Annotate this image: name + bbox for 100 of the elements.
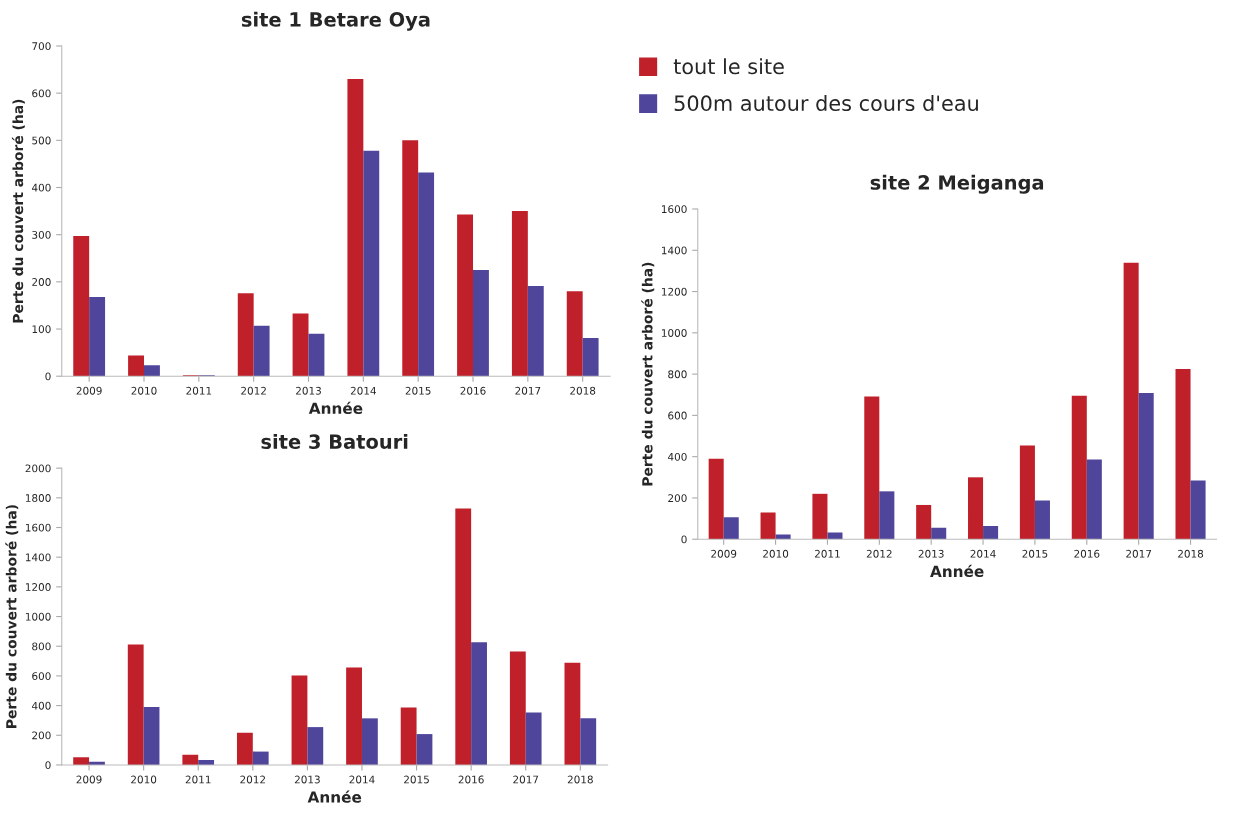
y-tick-label: 1600 <box>25 523 51 532</box>
y-tick-label: 200 <box>32 278 51 286</box>
x-tick-label: 2009 <box>76 386 102 395</box>
x-tick-label: 2017 <box>515 386 541 395</box>
bar <box>1019 445 1035 540</box>
bar <box>308 333 325 377</box>
bar <box>418 172 435 377</box>
x-tick-label: 2014 <box>350 386 377 395</box>
bar <box>566 291 583 377</box>
bar <box>1190 480 1206 540</box>
x-axis-title: Année <box>308 401 363 415</box>
y-tick-label: 1400 <box>661 246 687 255</box>
y-tick-label: 2000 <box>25 464 51 473</box>
bar <box>128 355 144 377</box>
bar <box>347 79 364 377</box>
y-tick-label: 700 <box>32 42 51 51</box>
y-tick-label: 1200 <box>661 287 687 296</box>
y-tick-label: 0 <box>45 761 51 770</box>
legend-label: 500m autour des cours d'eau <box>674 94 978 112</box>
x-tick-label: 2010 <box>131 775 157 784</box>
x-tick-label: 2015 <box>404 775 429 784</box>
bar <box>827 532 843 540</box>
x-tick-label: 2013 <box>296 386 321 395</box>
x-tick-label: 2018 <box>570 386 596 395</box>
bar <box>1138 392 1154 540</box>
bar <box>292 313 309 377</box>
bar <box>723 517 739 540</box>
bar <box>1034 500 1050 540</box>
bar <box>455 508 472 765</box>
bar <box>471 642 487 765</box>
y-tick-label: 1400 <box>25 553 51 562</box>
bar <box>879 491 895 540</box>
y-axis-title: Perte du couvert arboré (ha) <box>5 505 19 728</box>
x-tick-label: 2018 <box>567 775 593 784</box>
bar <box>457 214 473 377</box>
bar <box>400 707 417 765</box>
bar <box>509 651 526 765</box>
bar <box>363 150 380 377</box>
x-tick-label: 2010 <box>131 386 157 395</box>
x-tick-label: 2016 <box>460 386 486 395</box>
y-tick-label: 1200 <box>25 583 51 591</box>
y-tick-label: 400 <box>31 701 51 710</box>
bar <box>983 526 999 540</box>
bar <box>402 140 419 377</box>
bar <box>346 667 362 765</box>
bar <box>291 675 308 765</box>
bar <box>1071 395 1087 540</box>
bar <box>252 751 269 765</box>
y-tick-label: 400 <box>31 183 51 192</box>
x-tick-label: 2010 <box>763 549 789 558</box>
y-tick-label: 800 <box>32 642 51 651</box>
bar <box>812 493 828 540</box>
y-tick-label: 600 <box>668 411 687 420</box>
x-tick-label: 2016 <box>1074 549 1100 558</box>
bar <box>237 293 254 377</box>
bar <box>361 718 378 765</box>
bar <box>144 365 160 377</box>
y-tick-label: 1800 <box>25 494 51 502</box>
bar <box>182 754 199 765</box>
y-tick-label: 500 <box>32 136 51 145</box>
x-tick-label: 2011 <box>186 386 212 395</box>
y-tick-label: 600 <box>32 89 51 98</box>
x-tick-label: 2009 <box>76 775 102 784</box>
bar <box>73 236 90 377</box>
chart-title: site 1 Betare Oya <box>241 11 430 31</box>
y-tick-label: 0 <box>681 535 687 544</box>
x-tick-label: 2013 <box>918 549 944 558</box>
bar <box>511 211 528 377</box>
y-axis-title: Perte du couvert arboré (ha) <box>641 262 655 486</box>
x-tick-label: 2015 <box>405 386 431 395</box>
y-tick-label: 600 <box>32 672 51 681</box>
bar <box>73 757 90 765</box>
x-tick-label: 2017 <box>513 775 539 784</box>
bar <box>307 727 324 765</box>
y-tick-label: 0 <box>45 372 51 381</box>
x-tick-label: 2016 <box>458 775 484 784</box>
bar <box>253 325 270 377</box>
bar <box>580 718 597 765</box>
x-tick-label: 2013 <box>294 775 320 784</box>
y-tick-label: 400 <box>667 452 687 461</box>
x-axis-title: Année <box>307 790 362 803</box>
bar <box>931 527 947 540</box>
bar <box>89 296 106 377</box>
bar <box>416 734 433 765</box>
bar <box>968 477 984 540</box>
y-tick-label: 1000 <box>25 612 51 621</box>
bar <box>525 712 542 765</box>
x-axis-title: Année <box>930 564 984 578</box>
bar <box>143 707 160 765</box>
bar <box>527 286 544 377</box>
y-tick-label: 200 <box>32 731 51 740</box>
y-tick-label: 300 <box>32 230 51 239</box>
x-tick-label: 2018 <box>1178 549 1204 558</box>
x-tick-label: 2014 <box>349 775 375 784</box>
bar <box>1123 262 1139 540</box>
bar <box>1086 459 1102 540</box>
y-axis-title: Perte du couvert arboré (ha) <box>11 99 25 323</box>
y-tick-label: 200 <box>668 494 687 503</box>
x-tick-label: 2011 <box>814 549 840 558</box>
bar <box>1175 368 1191 540</box>
